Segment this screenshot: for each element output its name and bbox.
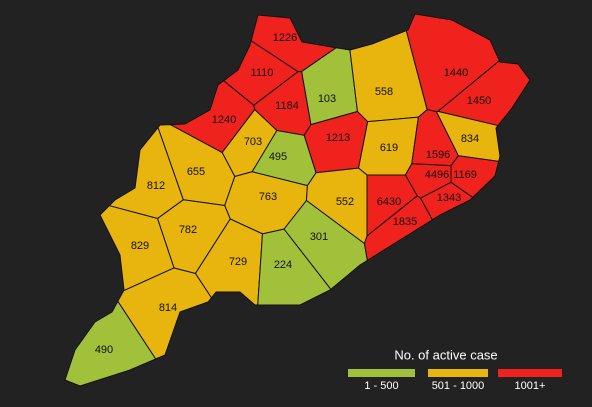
district	[99, 205, 175, 292]
district-label: 224	[274, 259, 292, 271]
district-label: 1440	[444, 67, 468, 79]
district-label: 1184	[275, 100, 299, 112]
district	[363, 195, 433, 261]
district-label: 703	[244, 136, 262, 148]
district-label: 619	[380, 142, 398, 154]
district-label: 729	[229, 256, 247, 268]
district-label: 655	[187, 166, 205, 178]
district-label: 812	[147, 180, 165, 192]
district-label: 834	[461, 133, 479, 145]
district-label: 6430	[377, 196, 401, 208]
districts	[64, 13, 531, 387]
district-label: 301	[310, 231, 328, 243]
district-label: 552	[336, 196, 354, 208]
legend-label: 1001+	[515, 380, 546, 392]
legend-label: 501 - 1000	[432, 380, 485, 392]
district-label: 829	[131, 240, 149, 252]
district-label: 558	[375, 86, 393, 98]
legend-title: No. of active case	[394, 347, 497, 362]
district-label: 1240	[212, 114, 236, 126]
district-label: 814	[159, 302, 177, 314]
legend-swatch	[428, 369, 488, 377]
district-label: 4496	[425, 169, 449, 181]
district-label: 103	[318, 93, 336, 105]
district-label: 1596	[426, 149, 450, 161]
district-label: 1343	[437, 192, 461, 204]
district-label: 1110	[251, 67, 274, 79]
district-label: 490	[95, 344, 113, 356]
district-label: 782	[179, 224, 197, 236]
district-label: 1450	[467, 95, 491, 107]
legend-label: 1 - 500	[364, 380, 398, 392]
district-labels: 1226 1110 103 558 1440 1184 1450 1240 1213 619 834…	[95, 32, 491, 356]
district-label: 1169	[453, 169, 477, 181]
district-label: 1835	[393, 216, 417, 228]
legend: 1 - 500 501 - 1000 1001+	[348, 369, 562, 392]
district-label: 1213	[326, 132, 350, 144]
district-label: 763	[259, 191, 277, 203]
legend-swatch	[348, 369, 415, 377]
district-label: 1226	[273, 32, 297, 44]
district	[257, 228, 332, 306]
district-label: 495	[269, 151, 287, 163]
legend-swatch	[498, 369, 562, 377]
district	[64, 300, 157, 387]
